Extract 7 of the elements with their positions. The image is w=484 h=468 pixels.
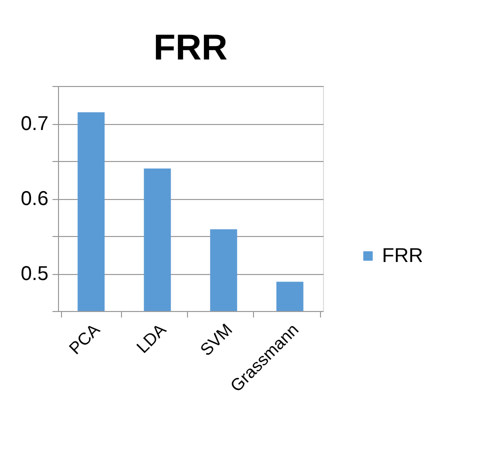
x-tick-label: PCA (65, 320, 104, 358)
x-tick-label: LDA (133, 320, 170, 357)
y-tick-label: 0.6 (20, 188, 48, 210)
chart-title: FRR (154, 26, 228, 68)
legend-label: FRR (382, 245, 424, 267)
y-tick-label: 0.5 (20, 263, 48, 285)
y-tick-label: 0.7 (20, 113, 48, 135)
